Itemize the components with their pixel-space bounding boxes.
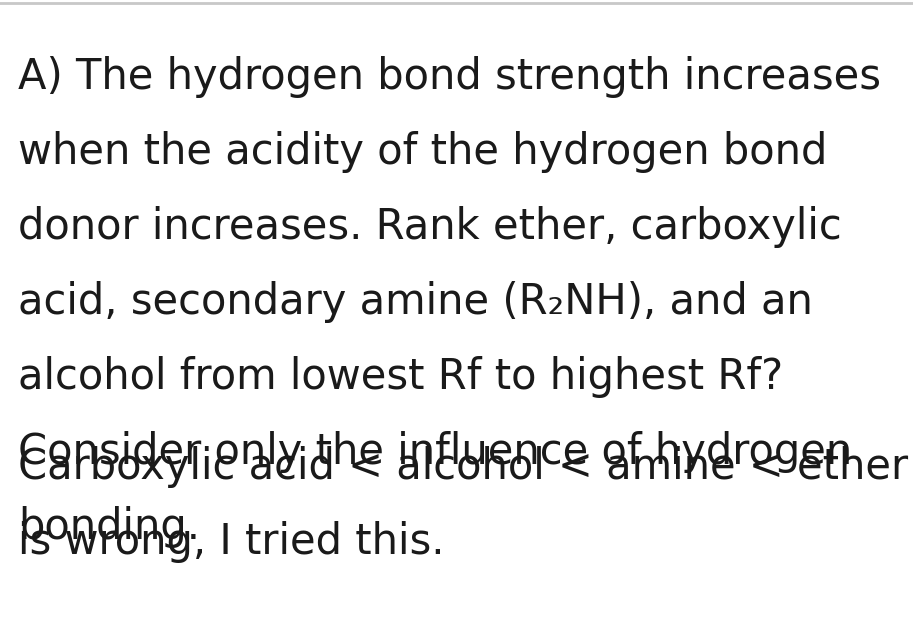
- Text: A) The hydrogen bond strength increases: A) The hydrogen bond strength increases: [18, 56, 881, 98]
- Text: acid, secondary amine (R₂NH), and an: acid, secondary amine (R₂NH), and an: [18, 281, 813, 323]
- Text: Consider only the influence of hydrogen: Consider only the influence of hydrogen: [18, 431, 852, 473]
- Text: bonding.: bonding.: [18, 506, 200, 548]
- Text: Carboxylic acid < alcohol < amine < ether: Carboxylic acid < alcohol < amine < ethe…: [18, 446, 908, 488]
- Text: donor increases. Rank ether, carboxylic: donor increases. Rank ether, carboxylic: [18, 206, 842, 248]
- Text: alcohol from lowest Rf to highest Rf?: alcohol from lowest Rf to highest Rf?: [18, 356, 783, 398]
- Text: is wrong, I tried this.: is wrong, I tried this.: [18, 521, 445, 563]
- Text: when the acidity of the hydrogen bond: when the acidity of the hydrogen bond: [18, 131, 827, 173]
